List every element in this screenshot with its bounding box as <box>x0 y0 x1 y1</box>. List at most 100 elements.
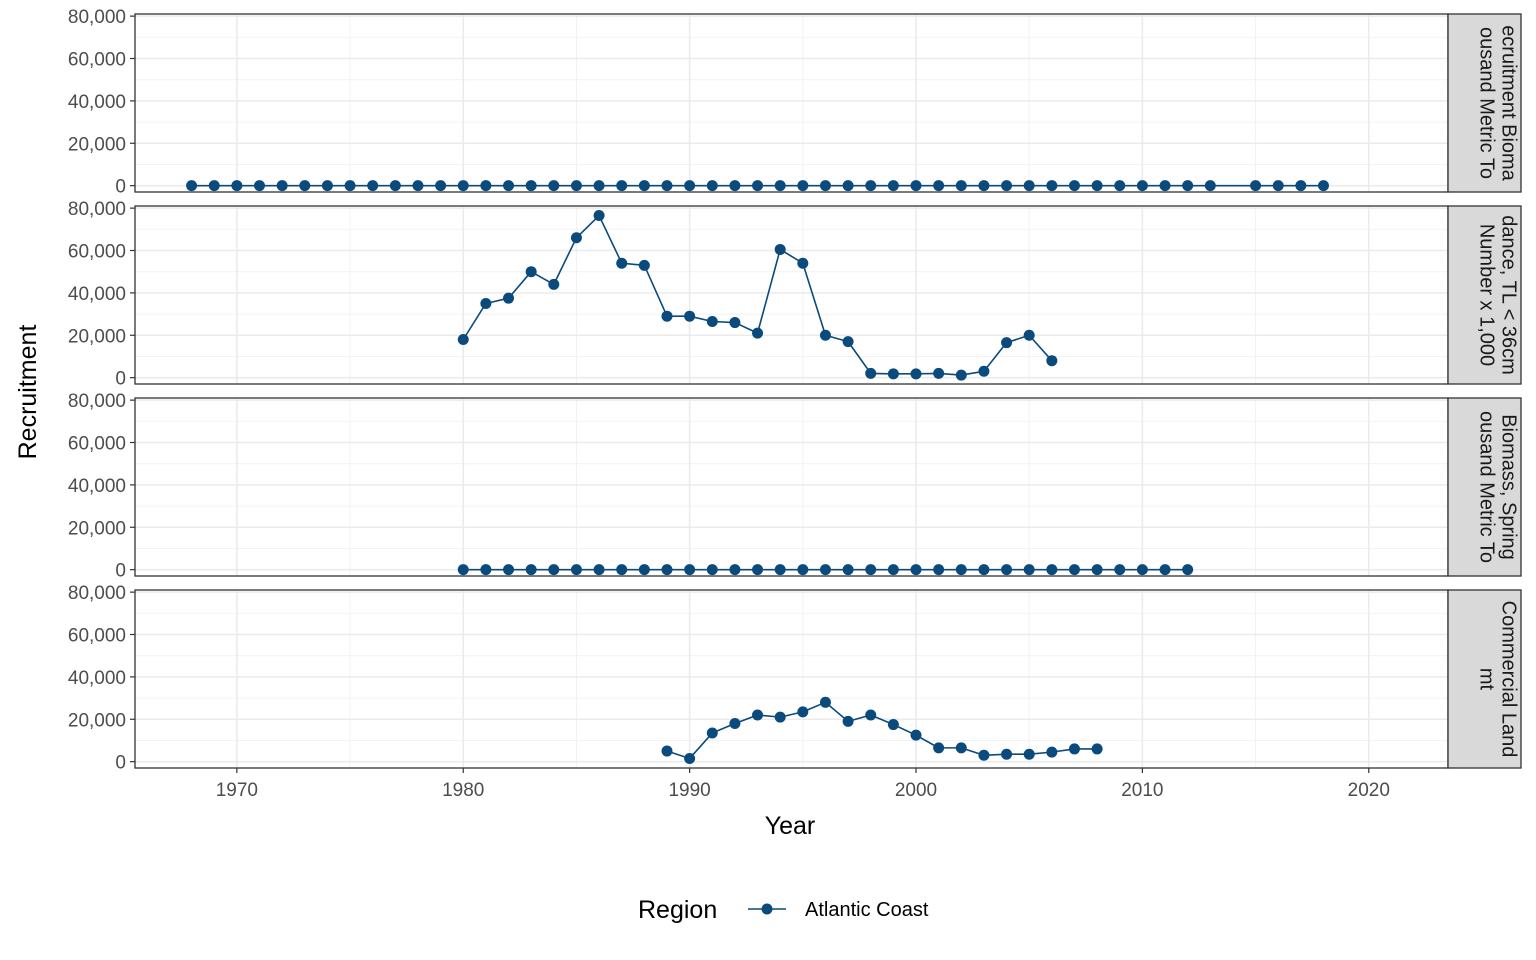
data-point <box>819 564 831 576</box>
data-point <box>842 180 854 192</box>
data-point <box>1317 180 1329 192</box>
data-point <box>1023 329 1035 341</box>
data-point <box>910 180 922 192</box>
facet-strip-label: Commercial Land <box>1498 601 1520 758</box>
data-point <box>842 564 854 576</box>
data-point <box>819 696 831 708</box>
data-point <box>525 266 537 278</box>
data-point <box>842 715 854 727</box>
data-point <box>1046 746 1058 758</box>
data-point <box>570 232 582 244</box>
data-point <box>797 564 809 576</box>
facet-strip <box>1447 13 1522 193</box>
y-tick-label: 80,000 <box>68 199 126 220</box>
data-point <box>661 180 673 192</box>
x-tick-label: 2010 <box>1121 780 1163 801</box>
facet-strip-label: ousand Metric To <box>1476 411 1498 563</box>
data-point <box>661 745 673 757</box>
data-point <box>638 564 650 576</box>
data-point <box>910 368 922 380</box>
legend-title: Region <box>638 896 717 924</box>
x-axis: 1970 1980 1990 2000 2010 2020 <box>216 768 1390 801</box>
data-point <box>525 180 537 192</box>
data-point <box>1001 748 1013 760</box>
data-point <box>1023 748 1035 760</box>
y-tick-label: 0 <box>115 369 126 390</box>
data-point <box>684 564 696 576</box>
panel-background <box>135 14 1448 192</box>
facet-strip-label: Number x 1,000 <box>1476 224 1498 366</box>
data-point <box>186 180 198 192</box>
data-point <box>978 180 990 192</box>
x-tick-label: 1980 <box>442 780 484 801</box>
y-tick-label: 20,000 <box>68 518 126 539</box>
data-point <box>955 564 967 576</box>
facet-strip-label: dance, TL < 36cm <box>1498 215 1520 375</box>
y-tick-label: 20,000 <box>68 326 126 347</box>
data-point <box>933 367 945 379</box>
y-tick-label: 60,000 <box>68 50 126 71</box>
data-point <box>1001 337 1013 349</box>
y-tick-label: 60,000 <box>68 242 126 263</box>
data-point <box>412 180 424 192</box>
data-point <box>1250 180 1262 192</box>
data-point <box>1272 180 1284 192</box>
data-point <box>797 257 809 269</box>
data-point <box>955 180 967 192</box>
data-point <box>774 243 786 255</box>
y-tick-label: 60,000 <box>68 626 126 647</box>
data-point <box>752 709 764 721</box>
facet-strip-label: ecruitment Bioma <box>1498 25 1520 181</box>
data-point <box>729 317 741 329</box>
data-point <box>503 292 515 304</box>
data-point <box>887 719 899 731</box>
data-point <box>865 180 877 192</box>
panels-layer: 0 20,000 40,000 60,000 80,000 ecruitment Biom… <box>68 7 1522 774</box>
data-point <box>367 180 379 192</box>
legend: Region Atlantic Coast <box>638 896 929 924</box>
data-point <box>1295 180 1307 192</box>
facet-strip-label: Biomass, Spring <box>1498 414 1520 560</box>
facet-strip <box>1447 205 1522 385</box>
data-point <box>231 180 243 192</box>
data-point <box>706 727 718 739</box>
y-tick-label: 80,000 <box>68 583 126 604</box>
data-point <box>729 718 741 729</box>
data-point <box>344 180 356 192</box>
data-point <box>774 711 786 723</box>
data-point <box>797 180 809 192</box>
data-point <box>752 564 764 576</box>
data-point <box>1068 743 1080 755</box>
data-point <box>1136 180 1148 192</box>
data-point <box>1046 180 1058 192</box>
data-point <box>208 180 220 192</box>
data-point <box>978 365 990 377</box>
data-point <box>955 369 967 381</box>
data-point <box>774 564 786 576</box>
data-point <box>321 180 333 192</box>
facet-panel-3: 0 20,000 40,000 60,000 80,000 Biomass, Spring… <box>68 391 1522 582</box>
data-point <box>638 259 650 271</box>
data-point <box>480 297 492 309</box>
data-point <box>276 180 288 192</box>
y-tick-label: 40,000 <box>68 92 126 113</box>
facet-strip <box>1447 589 1522 769</box>
data-point <box>1182 564 1194 576</box>
y-tick-label: 0 <box>115 561 126 582</box>
data-point <box>1023 180 1035 192</box>
data-point <box>661 310 673 322</box>
data-point <box>1182 180 1194 192</box>
y-tick-label: 80,000 <box>68 7 126 28</box>
data-point <box>910 729 922 741</box>
facet-panel-1: 0 20,000 40,000 60,000 80,000 ecruitment Biom… <box>68 7 1522 198</box>
data-point <box>1046 355 1058 367</box>
data-point <box>752 327 764 339</box>
y-tick-label: 40,000 <box>68 668 126 689</box>
data-point <box>593 180 605 192</box>
data-point <box>797 706 809 718</box>
data-point <box>593 564 605 576</box>
x-axis-title: Year <box>765 812 816 840</box>
data-point <box>1001 564 1013 576</box>
